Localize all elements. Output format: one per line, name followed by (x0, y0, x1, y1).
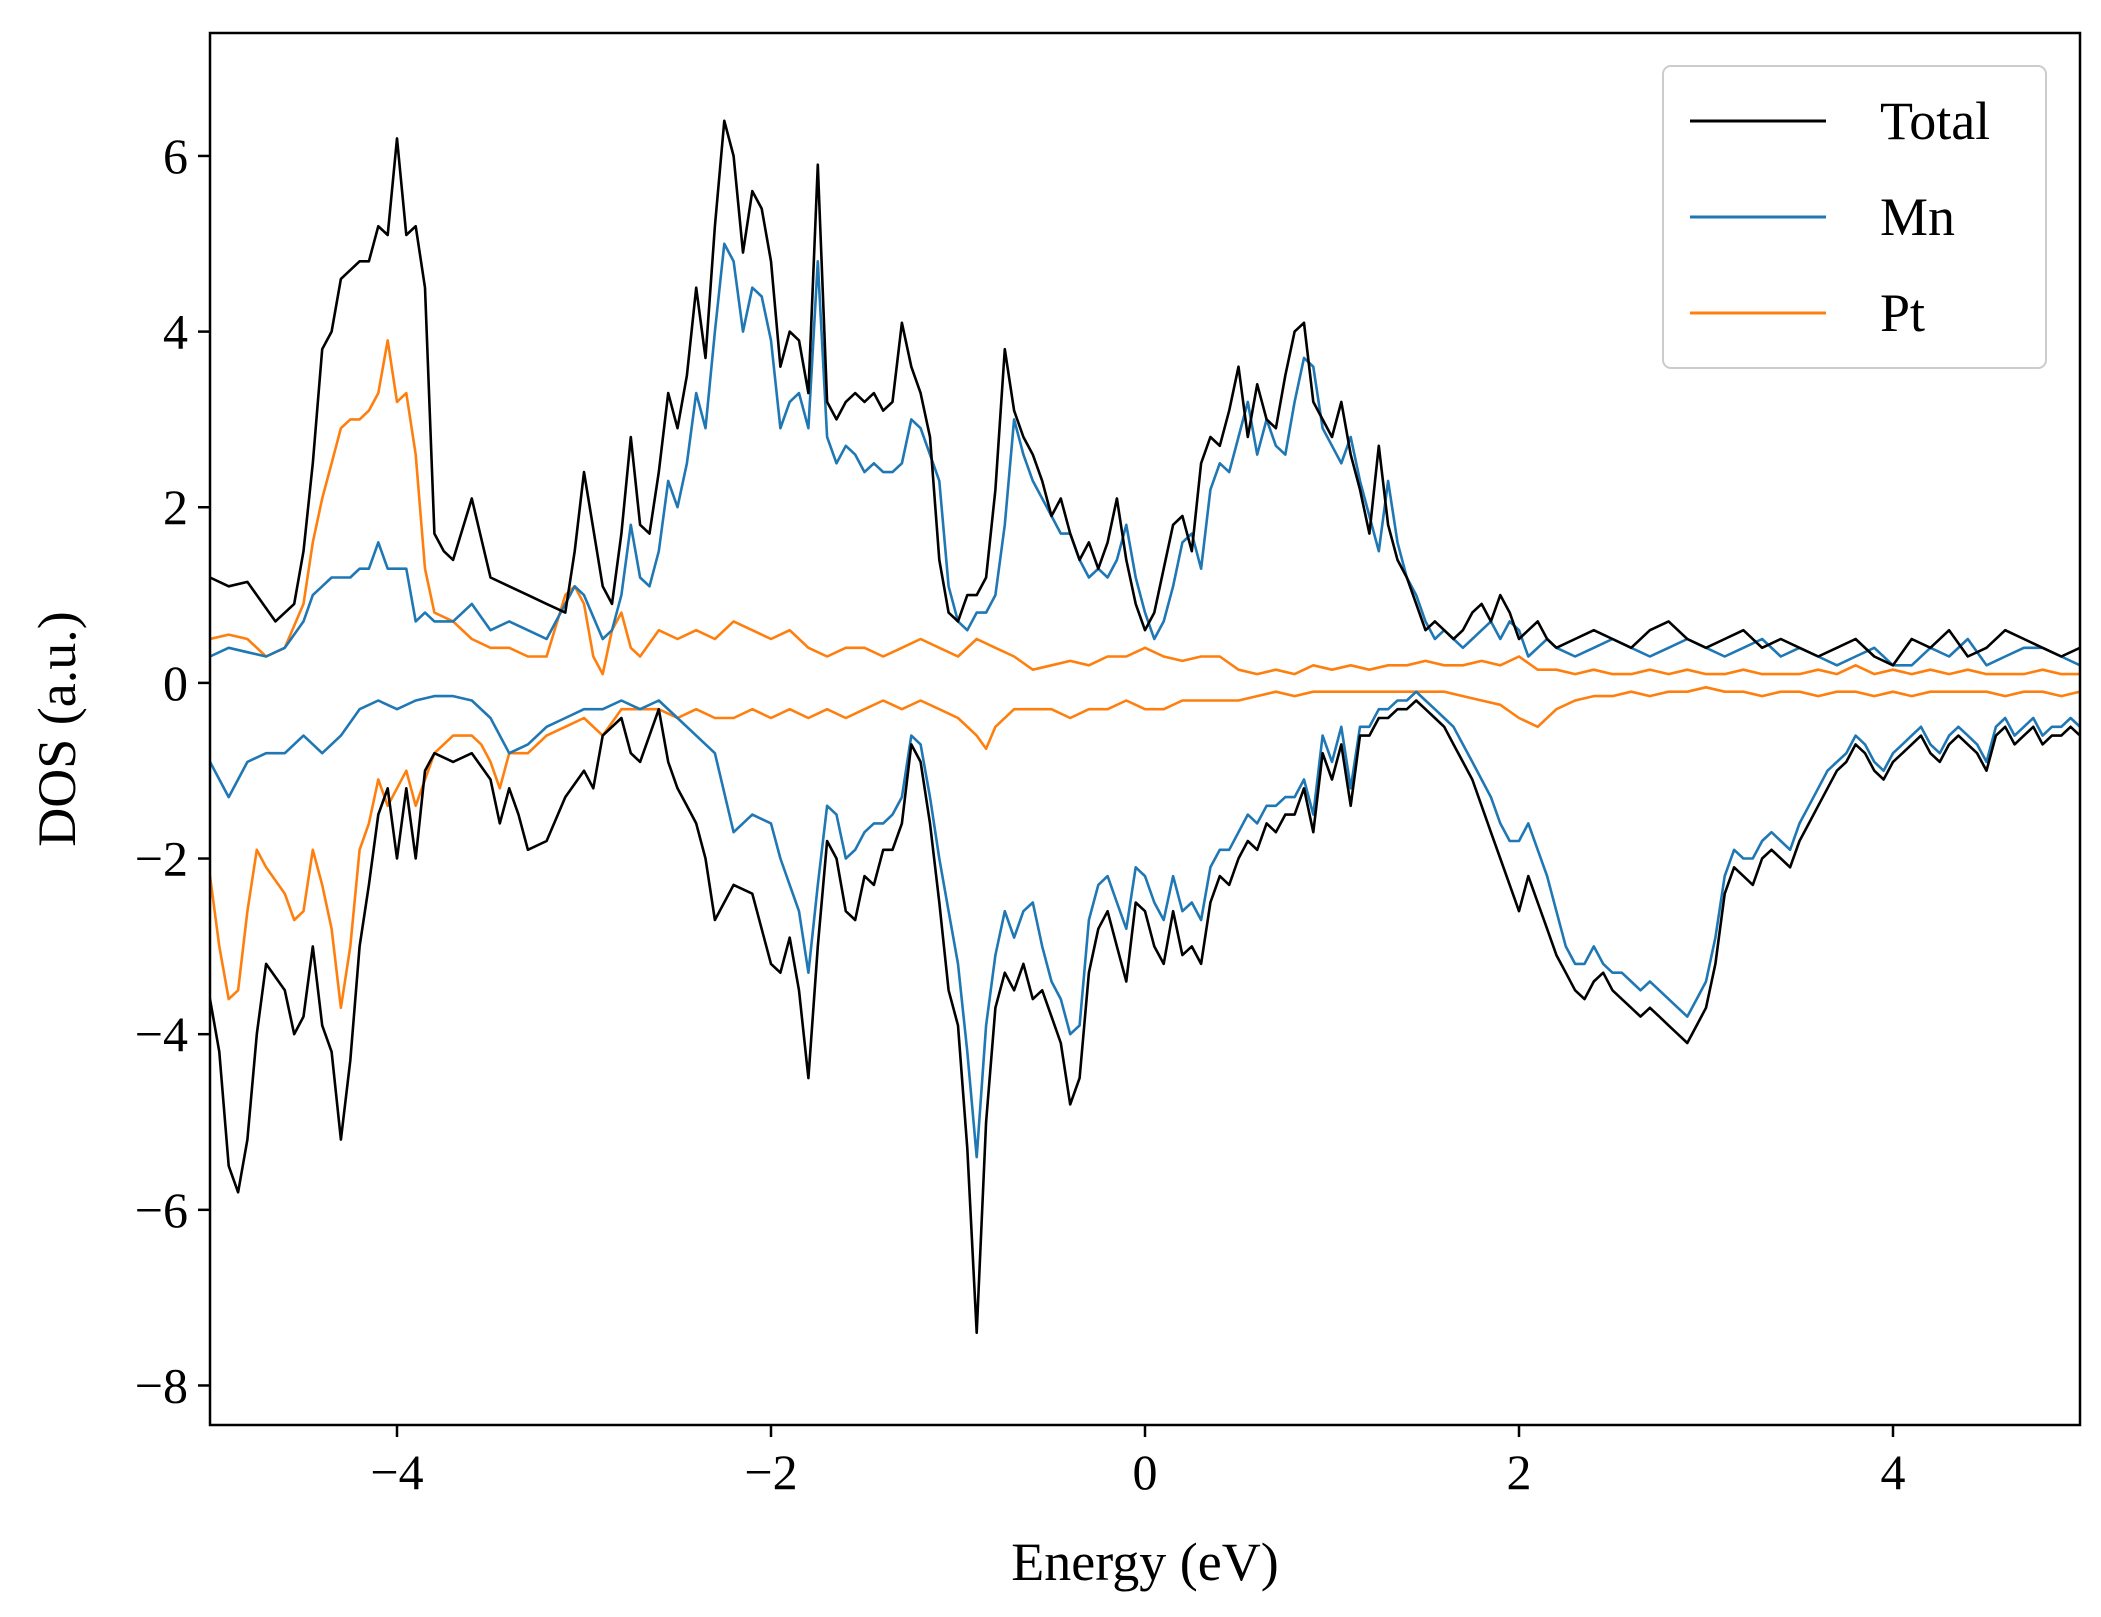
x-tick-label: 0 (1133, 1444, 1158, 1500)
series-line-mn-down (210, 690, 2080, 1159)
ticks-layer: −4 −2 0 2 4 −8 −6 −4 −2 0 2 4 6 (135, 128, 1906, 1500)
x-tick-label: 4 (1881, 1444, 1906, 1500)
legend-label-pt: Pt (1880, 283, 1925, 343)
y-tick-label: 4 (163, 304, 188, 360)
y-tick-label: 0 (163, 655, 188, 711)
y-tick-label: −4 (135, 1006, 188, 1062)
y-tick-label: −8 (135, 1357, 188, 1413)
x-axis-label: Energy (eV) (1011, 1532, 1278, 1592)
x-tick-label: −4 (370, 1444, 423, 1500)
y-tick-label: 6 (163, 128, 188, 184)
legend-label-mn: Mn (1880, 187, 1955, 247)
x-tick-label: 2 (1507, 1444, 1532, 1500)
series-line-total-down (210, 699, 2080, 1335)
y-axis-label: DOS (a.u.) (27, 611, 87, 846)
series-line-total-up (210, 119, 2080, 667)
y-tick-label: 2 (163, 479, 188, 535)
y-tick-label: −2 (135, 831, 188, 887)
x-tick-label: −2 (744, 1444, 797, 1500)
legend: Total Mn Pt (1662, 65, 2047, 369)
legend-label-total: Total (1880, 91, 1990, 151)
y-tick-label: −6 (135, 1182, 188, 1238)
series-layer (210, 119, 2080, 1335)
legend-frame (1662, 65, 2047, 369)
series-line-pt-down (210, 685, 2080, 1010)
series-line-pt-up (210, 339, 2080, 676)
